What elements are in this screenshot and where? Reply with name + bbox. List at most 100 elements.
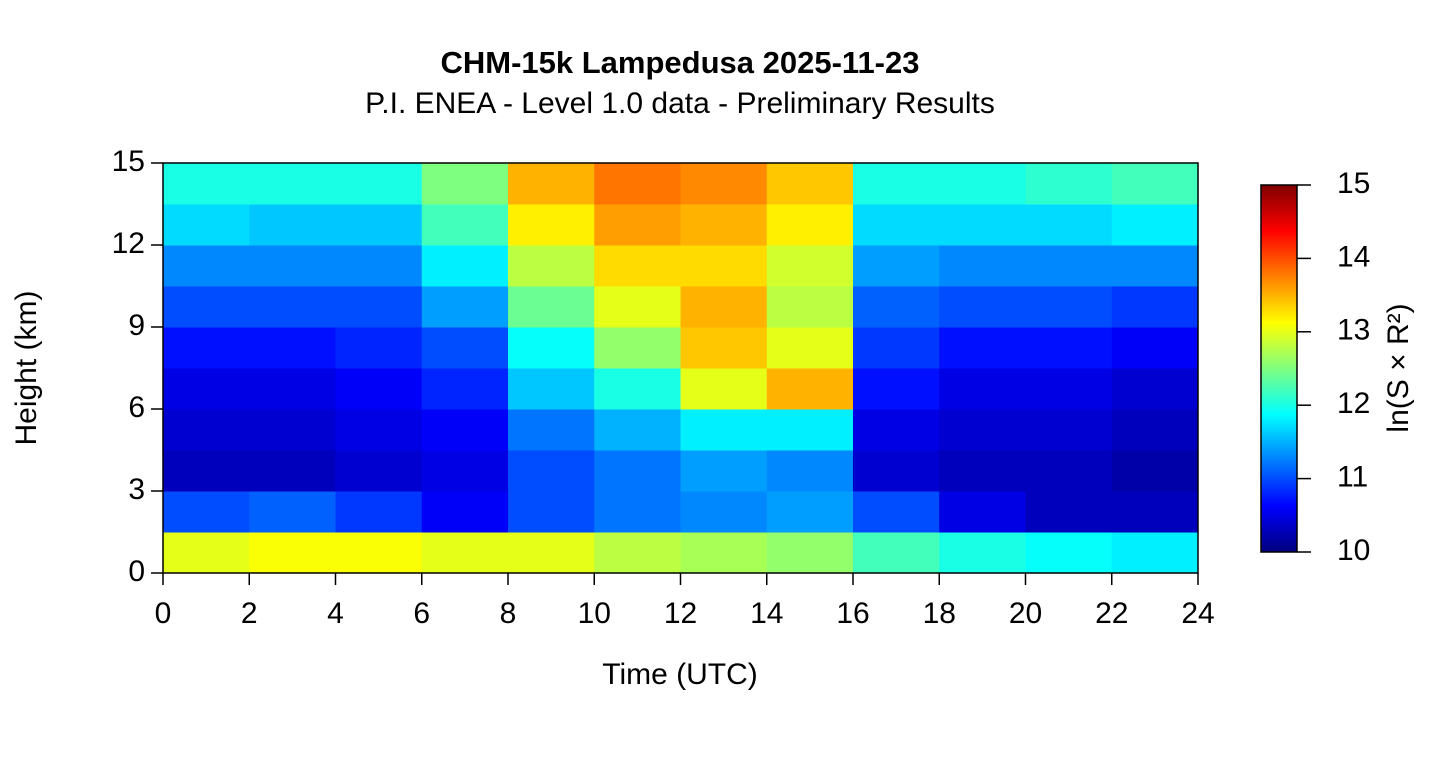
y-tick-label: 3 <box>128 473 145 506</box>
heatmap-cell <box>766 204 854 246</box>
heatmap-cell <box>1111 491 1199 533</box>
heatmap-cell <box>594 368 681 410</box>
y-tick-label: 15 <box>112 145 145 178</box>
heatmap-cell <box>1025 327 1113 369</box>
heatmap-cell <box>594 327 681 369</box>
heatmap-cell <box>1025 204 1113 246</box>
x-axis-label: Time (UTC) <box>602 658 758 691</box>
heatmap-cell <box>680 163 768 205</box>
y-tick-label: 6 <box>128 391 145 424</box>
heatmap-cell <box>853 204 940 246</box>
heatmap-cell <box>249 204 336 246</box>
heatmap-cell <box>594 286 681 328</box>
heatmap-cell <box>853 286 940 328</box>
heatmap-cell <box>163 163 250 205</box>
x-tick-label: 16 <box>836 597 869 630</box>
heatmap-cell <box>1111 286 1199 328</box>
heatmap-cell <box>163 532 250 574</box>
heatmap-cell <box>939 491 1026 533</box>
heatmap-cell <box>335 368 423 410</box>
heatmap-cell <box>680 450 768 492</box>
heatmap-cell <box>1025 450 1113 492</box>
heatmap-cell <box>163 368 250 410</box>
heatmap-cell <box>421 491 509 533</box>
heatmap-cell <box>249 409 336 451</box>
heatmap-cell <box>766 532 854 574</box>
heatmap-cell <box>335 204 423 246</box>
x-tick-label: 20 <box>1009 597 1042 630</box>
heatmap-cell <box>939 204 1026 246</box>
y-tick-label: 12 <box>112 227 145 260</box>
heatmap-cell <box>1111 163 1199 205</box>
heatmap-cell <box>939 286 1026 328</box>
heatmap-cell <box>939 245 1026 287</box>
heatmap-cell <box>766 368 854 410</box>
heatmap-cell <box>1025 286 1113 328</box>
chart-title: CHM-15k Lampedusa 2025-11-23 <box>440 45 919 80</box>
heatmap-cell <box>853 450 940 492</box>
heatmap-cell <box>1025 491 1113 533</box>
heatmap-cell <box>163 286 250 328</box>
heatmap-cell <box>1111 368 1199 410</box>
heatmap-cell <box>421 368 509 410</box>
heatmap-cell <box>594 450 681 492</box>
heatmap-cell <box>1111 532 1199 574</box>
heatmap-cell <box>508 450 595 492</box>
heatmap-cell <box>335 163 423 205</box>
heatmap-cell <box>766 450 854 492</box>
heatmap-cell <box>939 368 1026 410</box>
x-tick-label: 4 <box>327 597 344 630</box>
heatmap-cell <box>421 245 509 287</box>
heatmap-cell <box>249 286 336 328</box>
heatmap-cell <box>163 245 250 287</box>
heatmap-cell <box>766 163 854 205</box>
heatmap-cell <box>594 409 681 451</box>
heatmap-cell <box>853 491 940 533</box>
colorbar-tick-label: 15 <box>1337 167 1370 200</box>
x-tick-label: 14 <box>750 597 783 630</box>
heatmap-cell <box>680 491 768 533</box>
heatmap-cell <box>1111 204 1199 246</box>
x-tick-label: 10 <box>578 597 611 630</box>
heatmap-cell <box>421 204 509 246</box>
heatmap-cell <box>680 204 768 246</box>
colorbar-tick-label: 14 <box>1337 240 1370 273</box>
x-tick-label: 2 <box>241 597 258 630</box>
heatmap-cell <box>335 450 423 492</box>
x-tick-label: 0 <box>155 597 172 630</box>
heatmap-cell <box>249 450 336 492</box>
heatmap-cell <box>853 409 940 451</box>
heatmap-cell <box>1111 245 1199 287</box>
heatmap-cell <box>508 368 595 410</box>
heatmap-cell <box>594 163 681 205</box>
heatmap-cell <box>508 409 595 451</box>
colorbar-tick-label: 12 <box>1337 387 1370 420</box>
heatmap-cell <box>421 532 509 574</box>
heatmap-cell <box>766 409 854 451</box>
colorbar-tick-label: 13 <box>1337 314 1370 347</box>
y-tick-label: 0 <box>128 555 145 588</box>
x-tick-label: 18 <box>923 597 956 630</box>
heatmap-cell <box>939 450 1026 492</box>
heatmap-cell <box>421 286 509 328</box>
heatmap-cell <box>508 491 595 533</box>
heatmap-cell <box>1111 327 1199 369</box>
heatmap-cell <box>1025 245 1113 287</box>
heatmap-cell <box>163 491 250 533</box>
heatmap-cell <box>508 245 595 287</box>
y-tick-label: 9 <box>128 309 145 342</box>
x-tick-label: 22 <box>1095 597 1128 630</box>
heatmap-cell <box>335 286 423 328</box>
heatmap-cell <box>335 491 423 533</box>
heatmap-cell <box>939 532 1026 574</box>
colorbar <box>1260 184 1298 553</box>
heatmap-cell <box>680 327 768 369</box>
heatmap-cell <box>508 286 595 328</box>
heatmap-cell <box>335 245 423 287</box>
heatmap-cell <box>335 327 423 369</box>
heatmap-cell <box>508 532 595 574</box>
heatmap-cell <box>680 409 768 451</box>
heatmap-cell <box>766 327 854 369</box>
heatmap-cell <box>249 163 336 205</box>
